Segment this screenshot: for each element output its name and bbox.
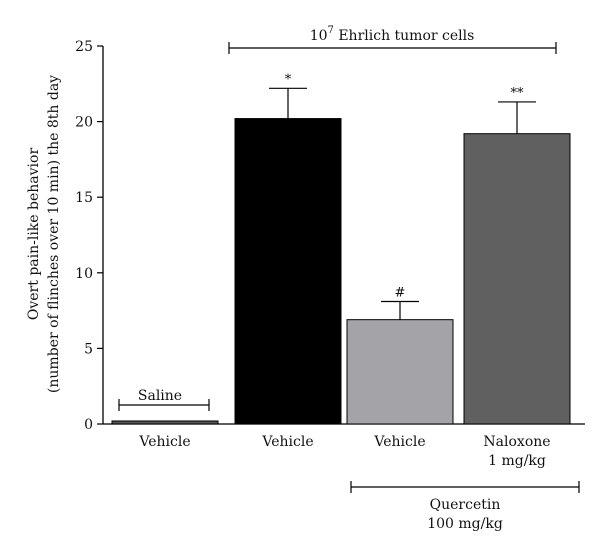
quercetin-label: Quercetin [430, 497, 501, 513]
saline-bracket: Saline [118, 388, 210, 411]
y-ticks: 0 5 10 15 20 25 [75, 39, 103, 433]
category-labels: Vehicle Vehicle Vehicle Naloxone 1 mg/kg [138, 434, 550, 469]
significance-marker: ** [511, 86, 525, 101]
category-sublabel: 1 mg/kg [488, 453, 546, 469]
quercetin-bracket: Quercetin 100 mg/kg [350, 481, 580, 532]
y-tick-label: 10 [75, 266, 93, 282]
category-label: Vehicle [373, 434, 425, 450]
category-label: Vehicle [138, 434, 190, 450]
bar [234, 118, 342, 425]
significance-marker: # [395, 286, 406, 301]
y-axis-title-line2: (number of flinches over 10 min) the 8th… [46, 75, 62, 393]
saline-label: Saline [138, 388, 182, 404]
y-tick-label: 25 [75, 39, 93, 55]
y-tick-label: 20 [75, 115, 93, 131]
quercetin-dose-label: 100 mg/kg [427, 516, 503, 532]
y-axis-title-line1: Overt pain-like behavior [26, 148, 42, 321]
bar [463, 133, 571, 425]
y-tick-label: 5 [84, 341, 93, 357]
category-label: Vehicle [261, 434, 313, 450]
category-label: Naloxone [483, 434, 550, 450]
y-tick-label: 0 [84, 417, 93, 433]
bars: * # ** [111, 72, 571, 425]
y-tick-label: 15 [75, 190, 93, 206]
bar [346, 319, 454, 425]
tumor-label: 107 Ehrlich tumor cells [310, 25, 475, 44]
significance-marker: * [285, 72, 292, 87]
tumor-bracket: 107 Ehrlich tumor cells [228, 25, 557, 54]
bar [111, 420, 219, 425]
